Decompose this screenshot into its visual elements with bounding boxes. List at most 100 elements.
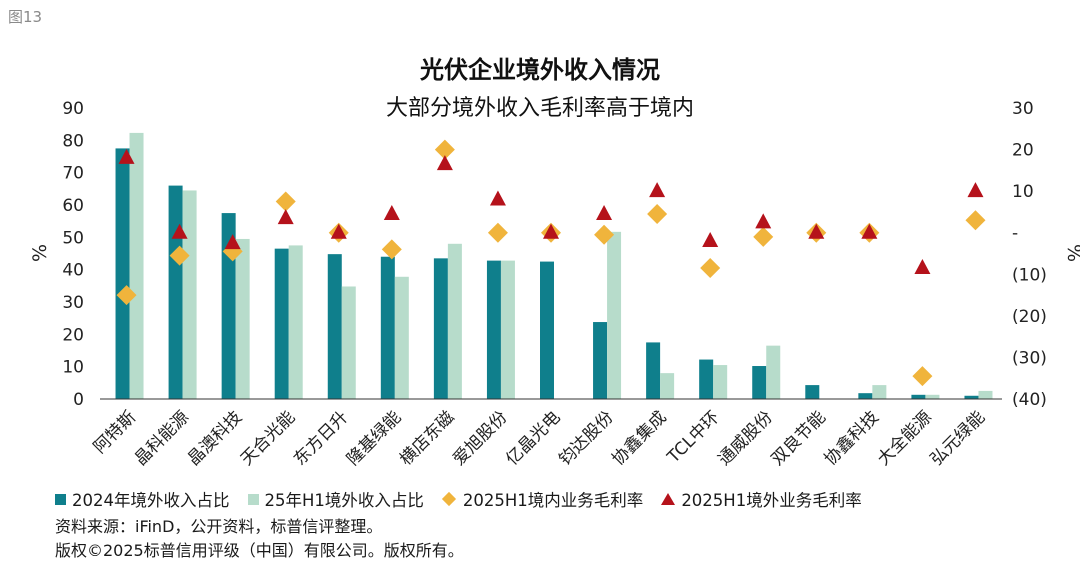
marker-overseas-6 [436, 155, 453, 171]
bar-2024-7 [486, 260, 501, 399]
bar-2024-9 [593, 322, 608, 399]
bar-25h1-6 [447, 243, 462, 399]
marker-domestic-7 [487, 222, 508, 243]
legend-label-overseas: 2025H1境外业务毛利率 [681, 491, 862, 510]
bar-2024-11 [699, 359, 714, 399]
category-label-7: 爱旭股份 [449, 407, 511, 469]
legend-item-25h1: 25年H1境外收入占比 [247, 487, 424, 511]
category-label-2: 晶澳科技 [184, 407, 246, 469]
category-label-4: 东方日升 [290, 407, 352, 469]
legend-label-2024: 2024年境外收入占比 [72, 491, 230, 510]
legend-item-overseas: 2025H1境外业务毛利率 [661, 487, 862, 511]
category-label-3: 天合光能 [237, 407, 299, 469]
marker-overseas-2 [224, 234, 241, 250]
category-label-8: 亿晶光电 [502, 407, 564, 469]
bar-2024-13 [805, 385, 820, 399]
category-labels: 阿特斯晶科能源晶澳科技天合光能东方日升隆基绿能横店东磁爱旭股份亿晶光电钧达股份协… [90, 407, 989, 469]
marker-overseas-13 [808, 223, 825, 239]
marker-overseas-14 [861, 223, 878, 239]
legend-swatch-domestic [441, 491, 456, 507]
bar-25h1-9 [607, 231, 622, 399]
legend-item-2024: 2024年境外收入占比 [55, 487, 230, 511]
bar-25h1-12 [766, 345, 781, 399]
right-tick-label: (20) [1012, 307, 1047, 327]
left-tick-label: 90 [62, 99, 84, 119]
marker-overseas-10 [649, 182, 666, 198]
source-note: 资料来源：iFinD，公开资料，标普信评整理。 [55, 517, 383, 536]
chart: 0 10 20 30 40 50 60 70 80 90 30 20 10 - (10) (20) (30) (… [29, 99, 1080, 470]
legend-swatch-25h1 [247, 493, 259, 505]
marker-overseas-0 [118, 148, 135, 164]
figure-label: 图13 [8, 8, 43, 26]
marker-domestic-10 [647, 204, 668, 225]
bar-25h1-14 [872, 385, 887, 399]
bar-2024-8 [540, 261, 554, 399]
bars [115, 132, 993, 399]
copyright-note: 版权©2025标普信用评级（中国）有限公司。版权所有。 [55, 541, 464, 560]
chart-subtitle: 大部分境外收入毛利率高于境内 [385, 96, 694, 121]
bar-2024-16 [964, 395, 979, 399]
right-tick-label: 20 [1012, 141, 1034, 161]
marker-overseas-15 [914, 259, 931, 275]
marker-overseas-7 [489, 190, 506, 206]
marker-overseas-4 [330, 223, 347, 239]
left-axis: 0 10 20 30 40 50 60 70 80 90 [62, 99, 84, 410]
right-axis: 30 20 10 - (10) (20) (30) (40) [1012, 99, 1047, 410]
bar-2024-14 [858, 393, 873, 399]
left-tick-label: 80 [62, 131, 84, 151]
marker-domestic-3 [275, 191, 296, 212]
bar-2024-5 [380, 256, 395, 399]
bar-25h1-7 [500, 260, 515, 399]
left-tick-label: 10 [62, 358, 84, 378]
legend-label-domestic: 2025H1境内业务毛利率 [462, 491, 644, 510]
legend-item-domestic: 2025H1境内业务毛利率 [441, 487, 644, 511]
bar-25h1-3 [288, 245, 303, 399]
left-tick-label: 0 [73, 390, 84, 410]
bar-2024-0 [115, 148, 130, 399]
category-label-12: 通威股份 [715, 407, 777, 469]
y-axis-label-right: % [1063, 244, 1080, 262]
bar-25h1-11 [713, 365, 728, 399]
bar-2024-4 [327, 254, 342, 399]
marker-domestic-9 [594, 224, 615, 245]
bar-25h1-15 [925, 394, 940, 399]
marker-overseas-5 [383, 205, 400, 221]
left-tick-label: 40 [62, 261, 84, 281]
legend: 2024年境外收入占比 25年H1境外收入占比 2025H1境内业务毛利率 20… [55, 487, 880, 511]
bar-2024-3 [274, 248, 289, 399]
category-label-13: 双良节能 [768, 407, 830, 469]
marker-overseas-1 [171, 223, 188, 239]
right-tick-label: 30 [1012, 99, 1034, 119]
left-tick-label: 50 [62, 228, 84, 248]
marker-domestic-15 [912, 366, 933, 387]
markers [116, 139, 986, 387]
right-tick-label: (30) [1012, 348, 1047, 368]
marker-overseas-9 [596, 205, 613, 221]
category-label-1: 晶科能源 [131, 407, 193, 469]
category-label-9: 钧达股份 [555, 407, 617, 469]
marker-domestic-6 [434, 139, 455, 160]
left-tick-label: 30 [62, 293, 84, 313]
marker-domestic-5 [381, 239, 402, 260]
left-tick-label: 20 [62, 325, 84, 345]
marker-domestic-0 [116, 285, 137, 306]
legend-swatch-overseas [661, 493, 676, 505]
marker-domestic-11 [700, 258, 721, 279]
bar-25h1-4 [341, 286, 356, 399]
bar-2024-15 [911, 394, 926, 399]
bar-25h1-1 [182, 190, 197, 399]
marker-domestic-16 [965, 210, 986, 231]
bar-25h1-5 [394, 276, 409, 399]
right-tick-label: (10) [1012, 265, 1047, 285]
marker-domestic-1 [169, 245, 190, 266]
marker-domestic-12 [753, 226, 774, 247]
marker-overseas-8 [543, 223, 559, 239]
legend-swatch-2024 [55, 493, 66, 505]
category-label-16: 弘元绿能 [927, 407, 989, 469]
category-label-0: 阿特斯 [90, 407, 140, 457]
marker-overseas-3 [277, 209, 294, 225]
marker-overseas-11 [702, 232, 719, 248]
bar-25h1-16 [978, 390, 993, 399]
bar-25h1-2 [235, 238, 250, 399]
left-tick-label: 70 [62, 164, 84, 184]
